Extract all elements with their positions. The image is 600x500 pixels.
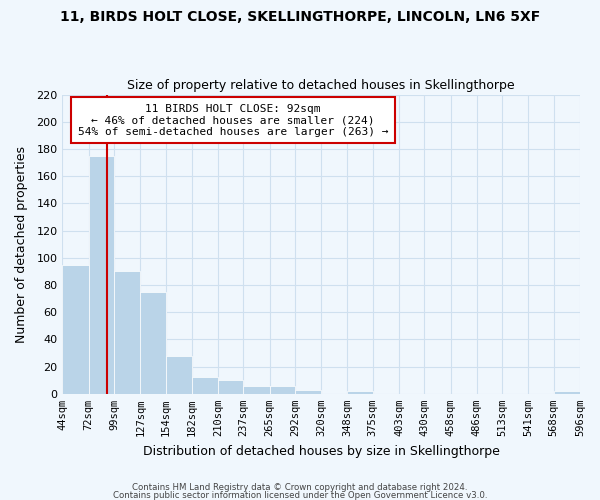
Text: Contains HM Land Registry data © Crown copyright and database right 2024.: Contains HM Land Registry data © Crown c…: [132, 484, 468, 492]
Bar: [89, 156, 114, 394]
Title: Size of property relative to detached houses in Skellingthorpe: Size of property relative to detached ho…: [127, 79, 515, 92]
Bar: [114, 272, 140, 394]
Bar: [244, 386, 269, 394]
Text: 11, BIRDS HOLT CLOSE, SKELLINGTHORPE, LINCOLN, LN6 5XF: 11, BIRDS HOLT CLOSE, SKELLINGTHORPE, LI…: [60, 10, 540, 24]
Text: Contains public sector information licensed under the Open Government Licence v3: Contains public sector information licen…: [113, 490, 487, 500]
Bar: [269, 386, 295, 394]
Y-axis label: Number of detached properties: Number of detached properties: [15, 146, 28, 342]
Bar: [192, 378, 218, 394]
Text: 11 BIRDS HOLT CLOSE: 92sqm
← 46% of detached houses are smaller (224)
54% of sem: 11 BIRDS HOLT CLOSE: 92sqm ← 46% of deta…: [78, 104, 388, 136]
Bar: [218, 380, 244, 394]
Bar: [554, 391, 580, 394]
X-axis label: Distribution of detached houses by size in Skellingthorpe: Distribution of detached houses by size …: [143, 444, 500, 458]
Bar: [140, 292, 166, 394]
Bar: [166, 356, 192, 394]
Bar: [295, 390, 321, 394]
Bar: [62, 264, 89, 394]
Bar: [347, 391, 373, 394]
